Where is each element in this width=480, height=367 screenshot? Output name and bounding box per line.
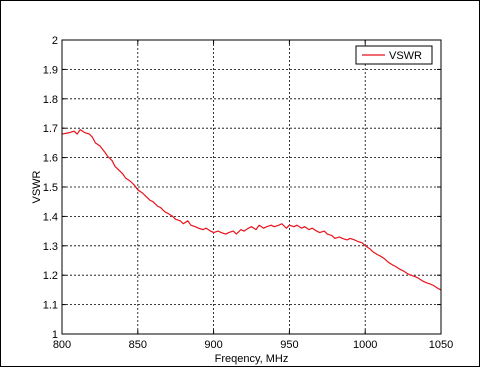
legend: VSWR [355, 45, 433, 65]
x-tick-label: 1000 [353, 339, 377, 351]
y-tick-label: 1.7 [43, 123, 58, 135]
x-tick-label: 1050 [429, 339, 453, 351]
y-tick-label: 2 [52, 35, 58, 47]
y-tick-label: 1.9 [43, 64, 58, 76]
y-axis-label: VSWR [31, 170, 43, 203]
series-line-vswr [61, 129, 442, 291]
y-tick-label: 1.5 [43, 182, 58, 194]
grid-lines [62, 40, 441, 334]
y-tick-label: 1 [52, 329, 58, 341]
legend-label-vswr: VSWR [389, 50, 422, 62]
x-tick-label: 850 [129, 339, 147, 351]
y-tick-label: 1.3 [43, 241, 58, 253]
y-tick-label: 1.6 [43, 153, 58, 165]
series-group [61, 129, 442, 291]
x-tick-label: 900 [204, 339, 222, 351]
x-tick-label: 950 [280, 339, 298, 351]
legend-box [355, 45, 433, 65]
y-tick-label: 1.2 [43, 270, 58, 282]
y-tick-label: 1.1 [43, 300, 58, 312]
ticks-group: 800 850 900 950 1000 1050 1 1.1 1.2 1.3 1.4 1.5 1.6 1… [43, 35, 454, 351]
x-axis-label: Freqency, MHz [215, 353, 289, 365]
x-tick-label: 800 [53, 339, 71, 351]
y-tick-label: 1.8 [43, 94, 58, 106]
y-tick-label: 1.4 [43, 211, 58, 223]
